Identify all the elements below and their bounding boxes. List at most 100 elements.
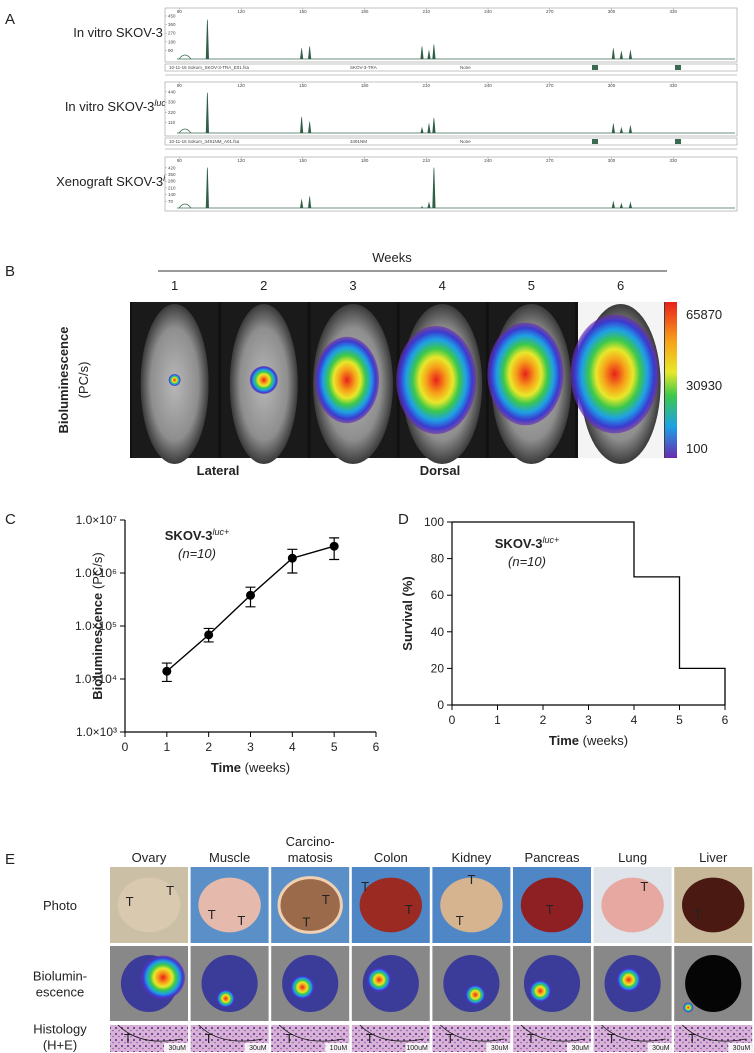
x-label-bold: Time <box>549 733 579 748</box>
x-tick-label: 330 <box>669 9 677 14</box>
x-tick-label: 300 <box>608 158 616 163</box>
tumor-label: T <box>468 872 476 887</box>
row-label: escence <box>36 985 84 1000</box>
y-tick-label: 180 <box>168 39 176 44</box>
sample-name: In vitro SKOV-3 <box>73 25 163 40</box>
y-tick-label: 90 <box>168 48 174 53</box>
week-label: 1 <box>171 278 178 293</box>
week-label: 6 <box>617 278 624 293</box>
peak <box>619 126 623 133</box>
strip-marker <box>675 139 681 144</box>
colorbar <box>665 302 677 458</box>
x-tick-label: 150 <box>299 83 307 88</box>
x-tick-label: 2 <box>205 740 212 754</box>
y-tick-label: 1.0×10⁶ <box>75 566 117 580</box>
x-tick-label: 3 <box>247 740 254 754</box>
y-tick-label: 210 <box>168 185 176 190</box>
y-label: Bioluminescence <box>56 327 71 434</box>
peak <box>628 49 633 59</box>
tumor-border <box>117 1024 183 1042</box>
chart-title-superscript: luc+ <box>212 527 229 537</box>
y-tick-label: 110 <box>168 120 176 125</box>
peak <box>300 47 304 59</box>
x-tick-label: 270 <box>546 158 554 163</box>
tumor-border <box>359 1024 424 1042</box>
y-tick-label: 420 <box>168 165 176 170</box>
tissue <box>277 876 343 934</box>
tumor-label: T <box>608 1031 616 1046</box>
y-label: Bioluminescence (PC/s) <box>90 552 105 699</box>
tumor-border <box>198 1024 263 1042</box>
x-tick-label: 330 <box>669 83 677 88</box>
row-label: Histology <box>33 1022 87 1037</box>
x-tick-label: 180 <box>361 9 369 14</box>
panel-label: D <box>398 511 409 528</box>
x-tick-label: 270 <box>546 9 554 14</box>
chart-title-superscript: luc+ <box>542 535 559 545</box>
tumor-border <box>520 1024 586 1042</box>
view-label: Dorsal <box>420 463 460 478</box>
data-point <box>246 590 255 600</box>
x-label: Time (weeks) <box>549 733 628 748</box>
scale-bar-box <box>164 1043 188 1052</box>
data-point <box>204 630 214 640</box>
x-tick-label: 210 <box>423 83 431 88</box>
sample-superscript: luc+ <box>154 98 171 108</box>
x-label: Time (weeks) <box>211 760 290 775</box>
tumor-label: T <box>237 913 245 928</box>
scale-bar-label: 30uM <box>168 1045 186 1052</box>
primer-bump <box>178 203 192 209</box>
peak <box>308 120 312 133</box>
y-tick-label: 60 <box>431 588 445 602</box>
peak <box>628 124 633 133</box>
peak <box>420 205 424 208</box>
file-strip-text: 10-11-16 Sokum_3491NM_A01.fsa <box>169 139 240 144</box>
x-tick-label: 300 <box>608 83 616 88</box>
biolum-tissue <box>201 955 258 1012</box>
peak <box>420 126 424 133</box>
biolum-signal <box>683 1002 694 1013</box>
x-tick-label: 150 <box>299 158 307 163</box>
y-tick-label: 70 <box>168 199 174 204</box>
scale-bar-box <box>486 1043 511 1052</box>
x-tick-label: 120 <box>237 158 245 163</box>
scale-bar-box <box>728 1043 753 1052</box>
scale-bar-box <box>647 1043 672 1052</box>
panel-label: A <box>5 11 15 28</box>
tumor-label: T <box>446 1031 454 1046</box>
signal <box>249 366 278 394</box>
biolum-signal <box>367 967 392 992</box>
y-label-bold: Bioluminescence <box>90 593 105 700</box>
file-strip-text: None <box>460 139 471 144</box>
x-tick-label: 300 <box>608 9 616 14</box>
file-strip <box>164 63 738 72</box>
y-tick-label: 80 <box>431 552 445 566</box>
y-label: (PC/s) <box>76 362 91 399</box>
data-line <box>166 545 335 672</box>
column-label: Pancreas <box>525 850 580 865</box>
panel-label: E <box>5 851 15 868</box>
y-tick-label: 450 <box>168 14 176 19</box>
tumor-label: T <box>302 915 310 930</box>
chart-title-main: SKOV-3 <box>165 528 213 543</box>
sample-label: In vitro SKOV-3 <box>73 25 163 40</box>
scale-bar-box <box>325 1043 350 1052</box>
tumor-label: T <box>205 1031 213 1046</box>
tumor-label: T <box>694 907 702 922</box>
x-label-rest: (weeks) <box>245 760 291 775</box>
week-label: 4 <box>439 278 446 293</box>
strip-marker <box>592 65 598 70</box>
y-tick-label: 360 <box>168 22 176 27</box>
x-tick-label: 6 <box>722 713 729 727</box>
column-label: matosis <box>288 850 333 865</box>
scale-bar-label: 30uM <box>571 1045 589 1052</box>
biolum-tissue <box>685 955 742 1012</box>
tumor-label: T <box>322 892 330 907</box>
x-tick-label: 4 <box>631 713 638 727</box>
peak <box>300 198 304 208</box>
scale-bar-label: 10uM <box>330 1045 348 1052</box>
y-tick-label: 40 <box>431 625 445 639</box>
scale-bar-box <box>567 1043 591 1052</box>
